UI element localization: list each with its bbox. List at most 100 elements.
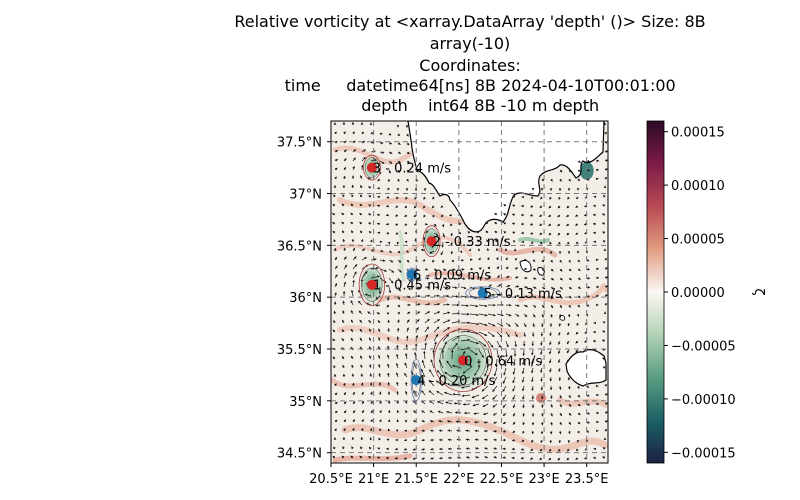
quiver-arrowhead <box>378 391 382 394</box>
quiver-arrowhead <box>521 439 525 442</box>
quiver-arrowhead <box>421 379 425 382</box>
quiver-arrowhead <box>341 221 344 225</box>
quiver-arrowhead <box>359 222 362 225</box>
quiver-arrowhead <box>549 188 553 191</box>
quiver-arrowhead <box>450 223 453 226</box>
quiver-arrowhead <box>350 338 354 341</box>
quiver-arrowhead <box>421 448 425 451</box>
quiver-arrowhead <box>396 345 399 348</box>
colorbar-tick-label: 0.00015 <box>671 126 725 141</box>
quiver-arrowhead <box>369 382 373 385</box>
quiver-arrowhead <box>508 313 512 317</box>
quiver-arrowhead <box>437 303 440 306</box>
quiver-arrowhead <box>408 287 411 290</box>
quiver-arrowhead <box>439 447 442 451</box>
quiver-arrowhead <box>369 364 372 367</box>
quiver-arrowhead <box>381 161 385 164</box>
quiver-arrowhead <box>353 157 356 161</box>
quiver-arrowhead <box>399 270 402 273</box>
quiver-arrowhead <box>387 372 390 376</box>
quiver-arrowhead <box>539 448 543 452</box>
eddy-contour-5 <box>465 286 501 300</box>
quiver-arrowhead <box>427 285 430 289</box>
y-tick-label: 35°N <box>289 395 322 410</box>
quiver-arrowhead <box>406 169 410 173</box>
quiver-arrowhead <box>368 231 372 234</box>
quiver-arrowhead <box>558 431 562 435</box>
quiver-arrowhead <box>333 374 337 377</box>
quiver-arrowhead <box>334 176 337 180</box>
quiver-arrowhead <box>432 196 435 200</box>
quiver-arrowhead <box>559 260 562 263</box>
quiver-arrowhead <box>417 303 421 306</box>
quiver-arrowhead <box>603 185 607 188</box>
quiver-arrowhead <box>370 410 373 413</box>
quiver-arrowhead <box>484 304 488 308</box>
quiver-arrowhead <box>476 313 479 317</box>
quiver-arrowhead <box>370 391 373 395</box>
quiver-arrowhead <box>360 364 363 368</box>
quiver-arrowhead <box>370 132 374 135</box>
quiver-arrowhead <box>386 447 389 451</box>
quiver-arrowhead <box>521 371 525 374</box>
quiver-arrowhead <box>379 419 382 422</box>
title-line-2: array(-10) <box>429 34 511 53</box>
quiver-arrowhead <box>577 430 580 434</box>
quiver-arrowhead <box>566 232 570 236</box>
title-line-3: Coordinates: <box>419 56 521 75</box>
quiver-arrowhead <box>549 431 553 435</box>
quiver-arrowhead <box>350 212 353 216</box>
quiver-arrowhead <box>441 214 444 218</box>
quiver-arrowhead <box>406 142 410 146</box>
quiver-arrowhead <box>389 161 392 164</box>
quiver-arrowhead <box>549 378 553 382</box>
quiver-arrowhead <box>435 277 439 280</box>
quiver-arrowhead <box>522 397 525 400</box>
quiver-arrowhead <box>481 388 485 392</box>
quiver-arrowhead <box>335 265 338 269</box>
quiver-arrowhead <box>449 213 452 217</box>
quiver-arrowhead <box>404 373 407 376</box>
quiver-arrowhead <box>485 221 488 225</box>
quiver-arrowhead <box>521 204 524 208</box>
quiver-arrowhead <box>488 275 491 279</box>
quiver-arrowhead <box>481 355 484 358</box>
quiver-arrowhead <box>502 438 506 442</box>
quiver-arrowhead <box>578 160 581 163</box>
quiver-arrowhead <box>406 319 410 323</box>
quiver-arrowhead <box>353 149 356 152</box>
quiver-arrowhead <box>332 213 335 216</box>
quiver-arrowhead <box>436 380 439 383</box>
quiver-arrowhead <box>363 156 366 160</box>
quiver-arrowhead <box>576 196 579 200</box>
quiver-arrowhead <box>486 239 489 243</box>
quiver-arrowhead <box>548 232 552 236</box>
quiver-arrowhead <box>531 388 534 391</box>
quiver-arrowhead <box>335 401 338 405</box>
eddy-marker-1 <box>366 279 377 290</box>
quiver-arrowhead <box>512 372 516 375</box>
quiver-arrowhead <box>484 447 487 450</box>
quiver-arrowhead <box>333 239 336 242</box>
quiver-arrowhead <box>568 178 571 182</box>
quiver-arrowhead <box>467 321 470 325</box>
quiver-arrowhead <box>596 429 599 433</box>
quiver-arrowhead <box>474 373 477 376</box>
quiver-arrowhead <box>509 303 512 307</box>
quiver-arrowhead <box>351 355 354 359</box>
quiver-arrowhead <box>566 223 569 226</box>
quiver-arrowhead <box>428 379 432 383</box>
quiver-arrowhead <box>341 455 345 459</box>
quiver-arrowhead <box>477 365 481 368</box>
quiver-arrowhead <box>540 196 543 200</box>
quiver-arrowhead <box>587 159 590 163</box>
quiver-arrowhead <box>531 423 535 426</box>
eddy-label-6: 6 - 0.09 m/s <box>413 268 491 283</box>
quiver-arrowhead <box>395 363 399 366</box>
quiver-arrowhead <box>502 456 506 459</box>
quiver-arrowhead <box>368 195 372 198</box>
quiver-arrowhead <box>550 178 553 182</box>
x-tick-label: 23°E <box>528 472 559 487</box>
quiver-arrowhead <box>531 414 535 417</box>
